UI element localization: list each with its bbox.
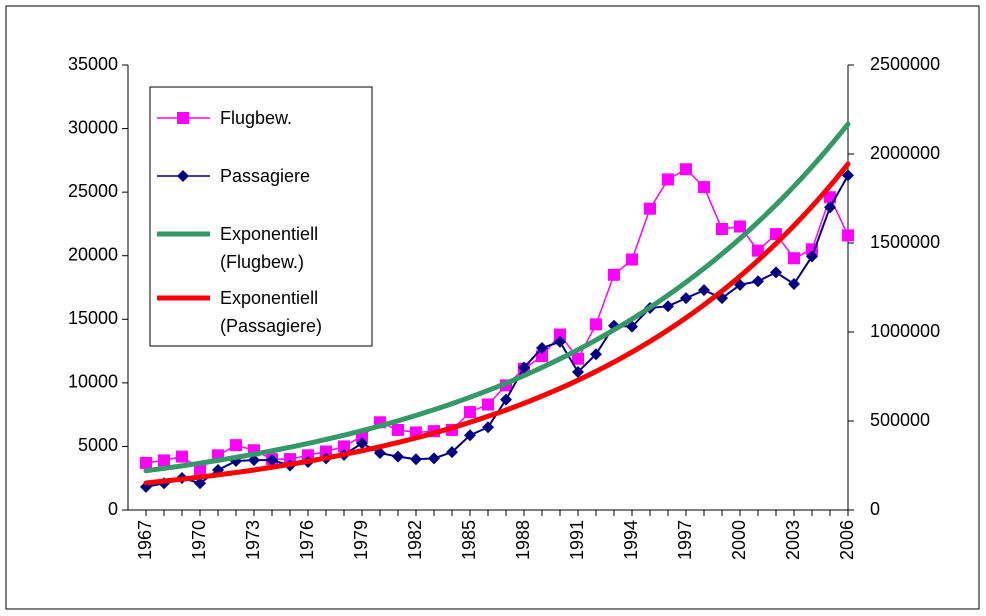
marker-diamond: [410, 453, 422, 466]
x-tick-label: 1970: [189, 520, 209, 560]
marker-diamond: [770, 266, 782, 279]
marker-diamond: [356, 437, 368, 450]
x-tick-label: 2003: [783, 520, 803, 560]
y-tick-label: 30000: [68, 117, 118, 137]
marker-square: [158, 454, 170, 467]
marker-diamond: [572, 366, 584, 379]
marker-square: [554, 328, 566, 341]
marker-diamond: [680, 292, 692, 305]
y2-tick-label: 1000000: [870, 321, 940, 341]
marker-diamond: [788, 277, 800, 290]
y-tick-label: 35000: [68, 54, 118, 74]
y2-tick-label: 500000: [870, 410, 930, 430]
marker-square: [338, 440, 350, 453]
trendline: [143, 121, 851, 474]
marker-diamond: [554, 335, 566, 348]
marker-square: [842, 229, 854, 242]
marker-diamond: [824, 201, 836, 214]
x-tick-label: 1979: [351, 520, 371, 560]
marker-square: [644, 202, 656, 215]
marker-square: [392, 423, 404, 436]
marker-diamond: [662, 300, 674, 313]
y-tick-label: 15000: [68, 308, 118, 328]
y-tick-label: 5000: [78, 435, 118, 455]
marker-square: [770, 228, 782, 241]
marker-square: [464, 406, 476, 419]
marker-diamond: [446, 446, 458, 459]
marker-square: [752, 244, 764, 257]
x-tick-label: 1988: [513, 520, 533, 560]
marker-diamond: [266, 454, 278, 467]
x-tick-label: 1982: [405, 520, 425, 560]
trendline: [143, 161, 851, 486]
marker-diamond: [698, 284, 710, 297]
y-tick-label: 20000: [68, 244, 118, 264]
marker-square: [230, 439, 242, 452]
marker-diamond: [518, 361, 530, 374]
marker-square: [608, 268, 620, 281]
marker-diamond: [464, 429, 476, 442]
x-tick-label: 2000: [729, 520, 749, 560]
marker-diamond: [500, 393, 512, 406]
x-tick-label: 2006: [837, 520, 857, 560]
marker-square: [626, 253, 638, 266]
y2-tick-label: 2500000: [870, 54, 940, 74]
marker-square: [572, 352, 584, 365]
marker-square: [716, 223, 728, 236]
y2-tick-label: 0: [870, 499, 880, 519]
marker-square: [788, 252, 800, 265]
y2-tick-label: 2000000: [870, 143, 940, 163]
marker-square: [662, 173, 674, 186]
y-tick-label: 25000: [68, 181, 118, 201]
legend-label: Exponentiell (Flugbew.): [220, 224, 319, 272]
marker-diamond: [590, 348, 602, 361]
y-tick-label: 0: [108, 499, 118, 519]
marker-diamond: [806, 250, 818, 263]
marker-diamond: [842, 169, 854, 182]
legend-box: [149, 86, 373, 347]
marker-square: [680, 163, 692, 176]
marker-square: [176, 450, 188, 463]
marker-square: [536, 350, 548, 363]
x-tick-label: 1997: [675, 520, 695, 560]
marker-square: [734, 220, 746, 233]
marker-square: [194, 463, 206, 476]
y2-tick-label: 1500000: [870, 232, 940, 252]
marker-diamond: [374, 447, 386, 460]
x-tick-label: 1973: [243, 520, 263, 560]
marker-diamond: [482, 421, 494, 434]
marker-square: [482, 398, 494, 411]
x-tick-label: 1991: [567, 520, 587, 560]
marker-square: [140, 456, 152, 469]
marker-square: [177, 112, 189, 124]
marker-square: [698, 181, 710, 194]
x-tick-label: 1994: [621, 520, 641, 560]
x-tick-label: 1967: [135, 520, 155, 560]
marker-diamond: [428, 452, 440, 465]
marker-diamond: [392, 450, 404, 463]
marker-diamond: [177, 170, 189, 182]
y-tick-label: 10000: [68, 372, 118, 392]
marker-square: [320, 445, 332, 458]
marker-diamond: [536, 342, 548, 355]
legend-label: Passagiere: [220, 166, 311, 186]
x-tick-label: 1985: [459, 520, 479, 560]
legend-label: Exponentiell (Passagiere): [220, 288, 323, 336]
marker-diamond: [194, 477, 206, 490]
x-tick-label: 1976: [297, 520, 317, 560]
legend-label: Flugbew.: [220, 108, 293, 128]
marker-diamond: [752, 275, 764, 288]
marker-square: [590, 318, 602, 331]
